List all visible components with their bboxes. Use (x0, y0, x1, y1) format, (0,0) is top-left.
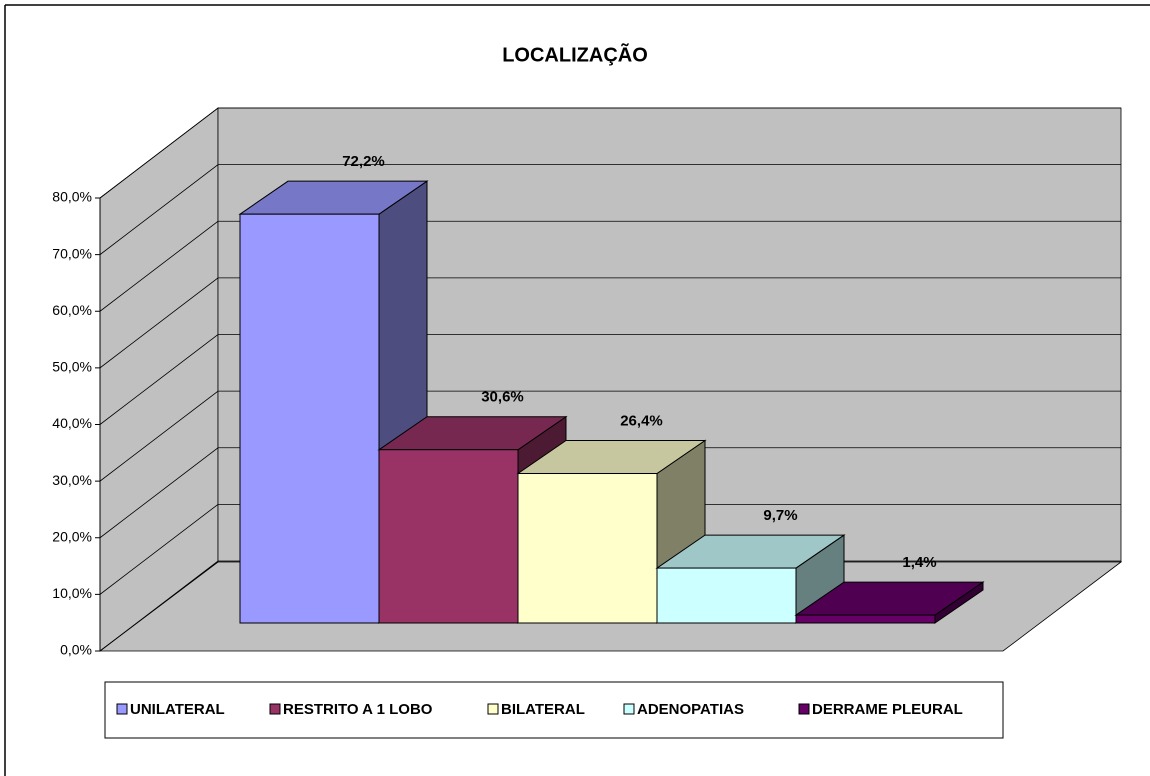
bar (239, 213, 380, 624)
grid-line (99, 107, 1121, 199)
grid-line (99, 277, 1121, 369)
data-label: 9,7% (763, 507, 797, 524)
data-label: 26,4% (620, 412, 663, 429)
y-tick-label: 30,0% (52, 472, 92, 488)
grid-line (99, 220, 1121, 312)
bar (795, 614, 936, 624)
legend-label: ADENOPATIAS (637, 701, 744, 718)
y-tick-label: 50,0% (52, 359, 92, 375)
chart-title: LOCALIZAÇÃO (502, 43, 648, 66)
legend-label: BILATERAL (501, 701, 585, 718)
y-tick-label: 70,0% (52, 245, 92, 261)
bar (517, 473, 658, 624)
data-label: 1,4% (902, 554, 936, 571)
bar (378, 449, 519, 624)
data-label: 30,6% (481, 389, 524, 406)
y-tick-label: 80,0% (52, 189, 92, 205)
legend-swatch (487, 703, 499, 715)
y-tick-label: 20,0% (52, 528, 92, 544)
y-tick-label: 0,0% (60, 642, 92, 658)
legend-label: DERRAME PLEURAL (812, 701, 963, 718)
legend-swatch (116, 703, 128, 715)
grid-line (99, 164, 1121, 255)
legend-swatch (623, 703, 635, 715)
data-label: 72,2% (342, 153, 385, 170)
legend-label: UNILATERAL (130, 701, 225, 718)
legend-box (104, 681, 1004, 739)
bar (656, 567, 797, 624)
grid-line (99, 334, 1121, 425)
grid-line (99, 447, 1121, 539)
y-tick-label: 60,0% (52, 302, 92, 318)
y-tick-label: 10,0% (52, 585, 92, 601)
grid-line (99, 503, 1121, 595)
grid-line (99, 390, 1121, 482)
legend-label: RESTRITO A 1 LOBO (283, 701, 433, 718)
y-tick-label: 40,0% (52, 415, 92, 431)
legend-swatch (798, 703, 810, 715)
legend-swatch (269, 703, 281, 715)
